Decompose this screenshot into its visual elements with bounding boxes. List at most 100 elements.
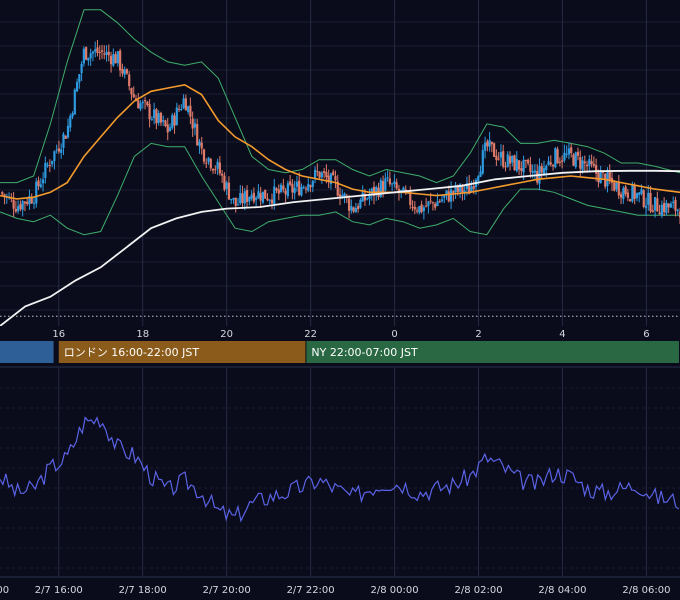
candle-body <box>332 171 335 176</box>
candle-body <box>75 82 79 92</box>
candle-body <box>595 165 598 174</box>
session-label: ロンドン 16:00-22:00 JST <box>64 346 200 359</box>
candle-body <box>631 184 634 202</box>
candle-body <box>477 176 480 181</box>
bb-lower-line <box>0 142 680 236</box>
candle-body <box>549 162 552 165</box>
candle-body <box>490 141 493 145</box>
candle-body <box>261 191 265 203</box>
candle-body <box>447 191 450 202</box>
candle-body <box>37 180 40 187</box>
candle-body <box>357 206 360 210</box>
candle-body <box>177 108 181 110</box>
candle-body <box>511 155 514 163</box>
candle-body <box>248 197 251 202</box>
candle-body <box>452 191 455 194</box>
candle-body <box>66 125 70 138</box>
candle-body <box>277 189 280 194</box>
price-x-tick-label: 6 <box>643 329 649 340</box>
bb-upper-line <box>0 9 680 184</box>
candle-body <box>343 193 346 197</box>
candle-body <box>82 48 85 64</box>
candle-body <box>32 202 36 204</box>
candle-body <box>381 181 385 192</box>
candle-body <box>415 210 419 212</box>
candle-body <box>429 200 432 202</box>
candle-body <box>644 205 648 208</box>
candle-body <box>187 106 190 112</box>
candle-body <box>87 57 90 61</box>
candle-body <box>51 160 54 165</box>
price-x-tick-label: 20 <box>220 329 233 340</box>
candle-body <box>588 159 591 166</box>
candle-body <box>619 194 623 198</box>
candle-body <box>363 193 367 201</box>
candle-body <box>663 203 666 213</box>
osc-x-tick-label: 2/7 18:00 <box>119 585 167 596</box>
candle-body <box>3 194 6 197</box>
candle-body <box>422 207 425 212</box>
candle-body <box>678 211 680 218</box>
candle-body <box>449 189 453 202</box>
candle-body <box>502 151 505 167</box>
candle-body <box>175 107 178 126</box>
candle-body <box>123 69 126 75</box>
candle-body <box>434 203 437 208</box>
session-block <box>58 341 306 363</box>
oscillator-panel-grid <box>0 368 680 576</box>
candle-body <box>275 188 278 191</box>
candle-body <box>14 208 17 212</box>
candle-body <box>629 199 632 202</box>
candle-body <box>572 154 575 166</box>
candle-body <box>211 168 215 171</box>
candle-body <box>202 149 206 162</box>
price-x-tick-label: 4 <box>559 329 565 340</box>
candle-body <box>168 127 172 132</box>
candle-body <box>234 197 237 206</box>
candle-body <box>436 201 439 207</box>
candle-body <box>506 154 509 167</box>
candle-body <box>585 164 589 167</box>
candle-body <box>366 198 369 200</box>
candle-body <box>397 188 401 193</box>
candle-body <box>531 171 534 173</box>
candle-body <box>62 133 65 148</box>
candle-body <box>411 206 414 208</box>
candle-body <box>651 210 654 212</box>
candle-body <box>613 182 616 191</box>
osc-x-tick-label: 2/8 06:00 <box>622 585 670 596</box>
candle-body <box>44 162 47 179</box>
candle-body <box>153 109 156 119</box>
osc-x-tick-label: 2/8 02:00 <box>454 585 502 596</box>
candle-body <box>282 185 285 190</box>
osc-x-tick-label: 2/7 22:00 <box>287 585 335 596</box>
candle-body <box>320 172 323 178</box>
candle-body <box>146 101 149 106</box>
candle-body <box>12 199 15 209</box>
candle-body <box>116 51 119 64</box>
price-x-tick-label: 0 <box>391 329 397 340</box>
candle-body <box>259 193 262 201</box>
candle-body <box>499 152 503 158</box>
candle-body <box>608 172 611 180</box>
candle-body <box>46 164 49 166</box>
candle-body <box>268 199 271 201</box>
candle-body <box>143 100 147 102</box>
candle-body <box>182 98 185 109</box>
candle-body <box>529 164 532 172</box>
ma-long-line <box>0 169 680 327</box>
candle-body <box>307 183 310 191</box>
candle-body <box>563 152 566 161</box>
candle-body <box>41 179 45 184</box>
candle-body <box>633 185 636 199</box>
osc-x-tick-label: 2/7 20:00 <box>203 585 251 596</box>
candle-body <box>465 183 469 190</box>
candle-body <box>427 201 430 206</box>
candle-body <box>89 53 92 59</box>
candle-body <box>336 181 339 196</box>
candle-body <box>105 51 108 56</box>
candle-body <box>660 204 663 216</box>
candle-body <box>241 193 244 204</box>
candle-body <box>522 159 525 173</box>
candle-body <box>504 166 507 168</box>
